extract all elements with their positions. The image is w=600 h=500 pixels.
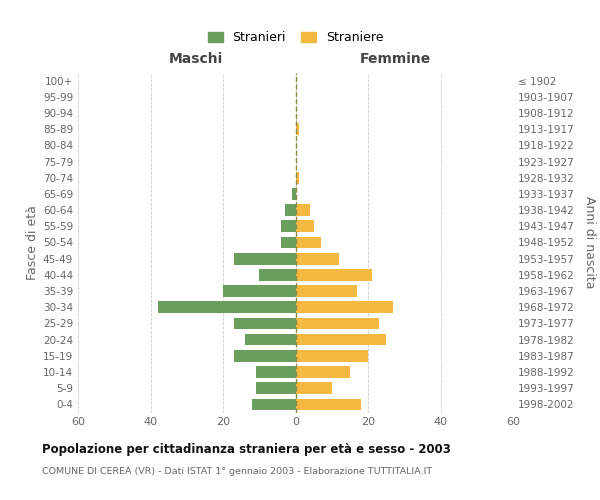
Bar [234,253,296,264]
Bar [292,188,296,200]
Bar [281,220,296,232]
Bar [296,124,299,135]
Bar [256,382,296,394]
Y-axis label: Fasce di età: Fasce di età [26,205,39,280]
Bar [296,204,310,216]
Bar [296,382,332,394]
Bar [296,236,321,248]
Bar [284,204,296,216]
Bar [296,220,314,232]
Bar [296,398,361,410]
Bar [296,318,379,330]
Text: Maschi: Maschi [169,52,223,66]
Y-axis label: Anni di nascita: Anni di nascita [583,196,596,289]
Text: COMUNE DI CEREA (VR) - Dati ISTAT 1° gennaio 2003 - Elaborazione TUTTITALIA.IT: COMUNE DI CEREA (VR) - Dati ISTAT 1° gen… [42,468,432,476]
Bar [252,398,296,410]
Bar [281,236,296,248]
Bar [259,269,296,280]
Bar [296,302,394,313]
Bar [256,366,296,378]
Bar [245,334,296,345]
Bar [296,366,350,378]
Bar [296,172,299,184]
Bar [296,269,371,280]
Legend: Stranieri, Straniere: Stranieri, Straniere [208,31,383,44]
Bar [234,350,296,362]
Text: Popolazione per cittadinanza straniera per età e sesso - 2003: Popolazione per cittadinanza straniera p… [42,442,451,456]
Text: Femmine: Femmine [360,52,431,66]
Bar [158,302,296,313]
Bar [296,350,368,362]
Bar [296,253,339,264]
Bar [296,334,386,345]
Bar [296,285,357,297]
Bar [223,285,296,297]
Bar [234,318,296,330]
